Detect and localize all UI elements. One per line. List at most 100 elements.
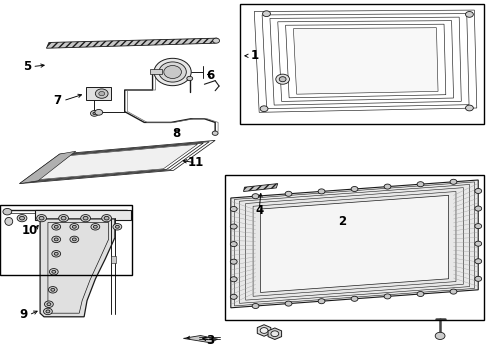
Text: 3: 3: [206, 334, 214, 347]
Circle shape: [262, 11, 270, 17]
Circle shape: [252, 194, 259, 199]
Circle shape: [54, 238, 58, 241]
Circle shape: [51, 288, 55, 291]
Circle shape: [465, 12, 472, 17]
Circle shape: [285, 301, 291, 306]
Circle shape: [449, 179, 456, 184]
Bar: [149, 69, 162, 74]
Text: 11: 11: [187, 156, 203, 169]
Circle shape: [102, 215, 111, 222]
Polygon shape: [293, 28, 437, 94]
Circle shape: [163, 66, 181, 78]
Circle shape: [465, 105, 472, 111]
Circle shape: [52, 270, 56, 273]
Circle shape: [52, 251, 61, 257]
Circle shape: [20, 216, 24, 220]
Circle shape: [115, 225, 119, 228]
Circle shape: [260, 106, 267, 112]
Circle shape: [47, 303, 51, 306]
Polygon shape: [35, 210, 131, 220]
Circle shape: [17, 215, 27, 222]
Circle shape: [474, 206, 481, 211]
Circle shape: [474, 224, 481, 229]
Circle shape: [113, 224, 122, 230]
Text: 2: 2: [338, 215, 346, 228]
Bar: [0, 205, 132, 275]
Circle shape: [72, 225, 76, 228]
Circle shape: [449, 289, 456, 294]
Text: 10: 10: [21, 224, 38, 237]
Circle shape: [318, 299, 325, 304]
Circle shape: [279, 77, 285, 82]
Circle shape: [230, 259, 237, 264]
Text: 9: 9: [20, 309, 27, 321]
Circle shape: [434, 332, 444, 339]
Circle shape: [230, 207, 237, 212]
Text: 7: 7: [54, 94, 61, 107]
Circle shape: [230, 294, 237, 300]
Circle shape: [70, 236, 79, 243]
Circle shape: [383, 184, 390, 189]
Circle shape: [59, 215, 68, 222]
Circle shape: [416, 292, 423, 297]
Polygon shape: [183, 336, 217, 343]
Circle shape: [48, 287, 57, 293]
Polygon shape: [267, 328, 281, 339]
Bar: [239, 4, 483, 124]
Text: 4: 4: [255, 204, 263, 217]
Circle shape: [70, 224, 79, 230]
Circle shape: [91, 224, 100, 230]
Circle shape: [43, 308, 52, 315]
Circle shape: [230, 277, 237, 282]
Polygon shape: [46, 38, 217, 48]
Circle shape: [270, 331, 278, 337]
Circle shape: [260, 328, 267, 333]
Circle shape: [93, 112, 96, 114]
Circle shape: [474, 276, 481, 282]
Ellipse shape: [5, 217, 13, 225]
Circle shape: [93, 225, 97, 228]
Circle shape: [83, 216, 88, 220]
Polygon shape: [230, 180, 477, 308]
Circle shape: [52, 224, 61, 230]
Polygon shape: [20, 151, 76, 184]
Circle shape: [39, 216, 44, 220]
Circle shape: [72, 238, 76, 241]
Circle shape: [230, 242, 237, 247]
Circle shape: [350, 186, 357, 192]
Circle shape: [99, 91, 104, 96]
Circle shape: [52, 236, 61, 243]
Circle shape: [474, 241, 481, 246]
Bar: [110, 256, 116, 263]
Circle shape: [416, 182, 423, 187]
Circle shape: [154, 58, 191, 86]
Circle shape: [44, 301, 53, 307]
Circle shape: [46, 310, 50, 313]
Circle shape: [252, 303, 259, 309]
Circle shape: [159, 62, 186, 82]
Circle shape: [186, 76, 192, 81]
Circle shape: [49, 269, 58, 275]
Circle shape: [81, 215, 90, 222]
Text: 1: 1: [250, 49, 258, 62]
Polygon shape: [257, 325, 270, 336]
Circle shape: [383, 294, 390, 299]
Text: 8: 8: [172, 127, 180, 140]
Polygon shape: [37, 144, 197, 180]
Circle shape: [285, 191, 291, 196]
Bar: [85, 87, 111, 100]
Text: 6: 6: [206, 69, 214, 82]
Circle shape: [230, 224, 237, 229]
Circle shape: [37, 215, 46, 222]
Circle shape: [54, 225, 58, 228]
Circle shape: [90, 111, 98, 116]
Circle shape: [350, 296, 357, 301]
Circle shape: [212, 131, 218, 135]
Circle shape: [474, 189, 481, 194]
Circle shape: [95, 89, 108, 98]
Circle shape: [212, 38, 219, 43]
Circle shape: [275, 74, 289, 84]
Bar: [224, 175, 483, 320]
Circle shape: [3, 208, 12, 215]
Circle shape: [61, 216, 66, 220]
